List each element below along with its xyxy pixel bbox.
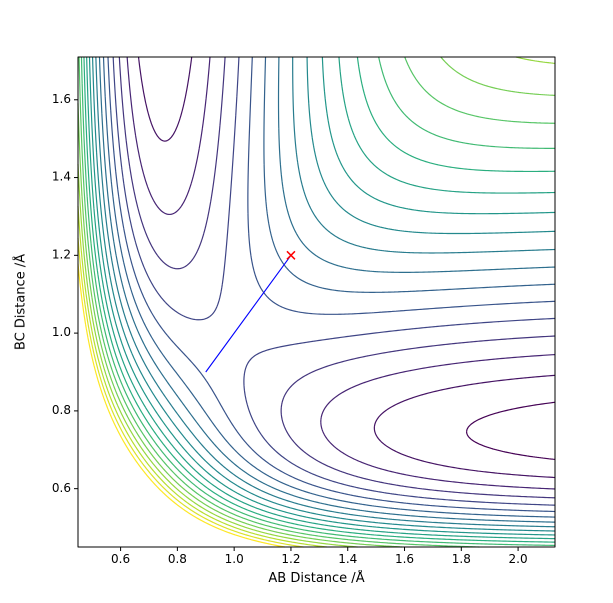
x-axis-label: AB Distance /Å [268, 571, 365, 586]
y-axis-label: BC Distance /Å [13, 253, 29, 351]
